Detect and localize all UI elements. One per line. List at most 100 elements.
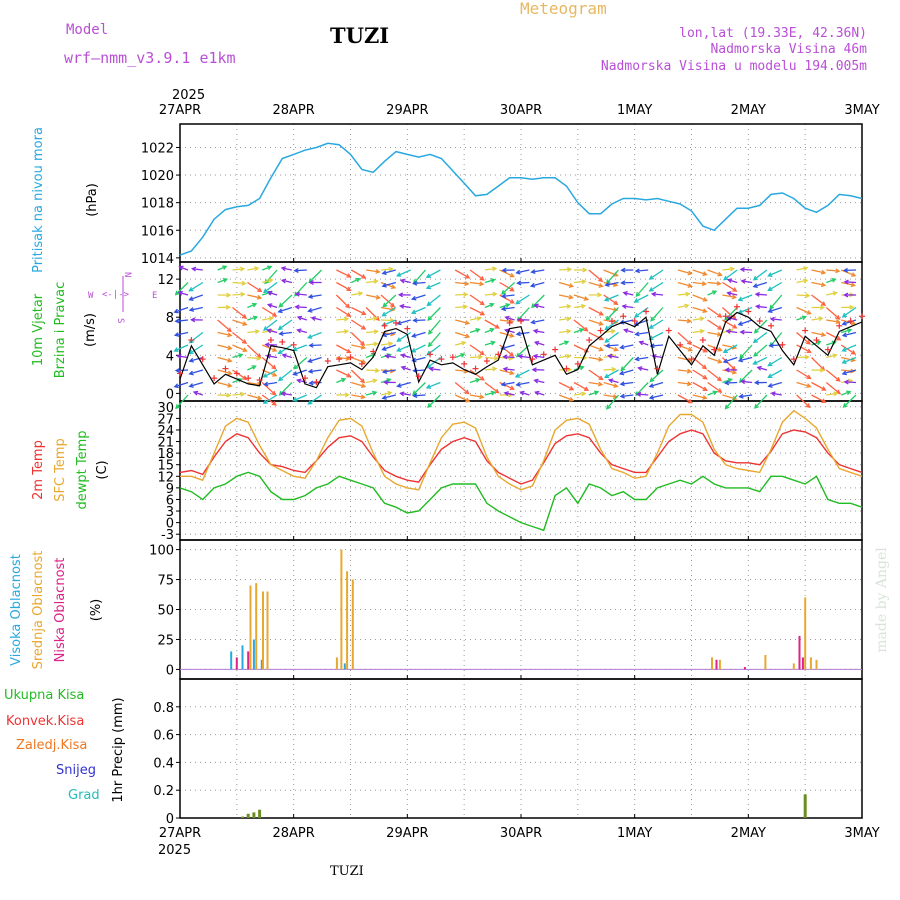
wind-arrow-head	[190, 317, 196, 323]
wind-arrow-head	[842, 267, 849, 273]
wind-arrow-head	[505, 303, 511, 308]
wind-arrow-head	[345, 303, 351, 309]
wind-arrow	[692, 369, 707, 380]
compass-rose: W E <-|-> N S	[88, 272, 157, 323]
wind-arrow-head	[737, 357, 744, 363]
wind-arrow-head	[239, 266, 246, 272]
wind-arrow-head	[593, 390, 600, 396]
wind-arrow	[308, 356, 322, 363]
wind-arrow-head	[532, 353, 538, 359]
wind-arrow	[692, 394, 707, 399]
wind-arrow	[722, 281, 737, 292]
wind-arrow	[605, 307, 619, 321]
wind-arrow	[380, 294, 395, 308]
wind-arrow	[455, 369, 469, 373]
wind-arrow	[247, 267, 259, 271]
wind-arrow	[397, 344, 411, 352]
wind-arrow	[247, 356, 261, 360]
cloud-axis-title-3: Niska Oblacnost	[53, 558, 68, 663]
wind-arrow-head	[598, 277, 604, 283]
cloud-unit-wrap: (%)	[89, 599, 104, 622]
wind-arrow-head	[479, 300, 485, 306]
wind-arrow	[707, 281, 721, 285]
wind-arrow	[588, 269, 603, 282]
wind-arrow-head	[465, 274, 471, 279]
wind-arrow-head	[841, 359, 847, 364]
wind-arrow-head	[399, 278, 405, 284]
wind-arrow	[397, 319, 411, 325]
bottom-date-label: 3MAY	[844, 826, 879, 841]
wind-arrow	[559, 268, 571, 271]
wind-arrow-head	[503, 391, 509, 396]
cloud-low-bar	[715, 659, 718, 670]
wind-arrow	[380, 391, 392, 396]
wind-arrow-head	[819, 367, 826, 373]
wind-arrow	[588, 381, 603, 386]
wind-arrow-head	[732, 324, 738, 329]
wind-arrow	[365, 294, 380, 299]
wind-arrow-head	[265, 353, 271, 359]
wind-arrow-head	[494, 324, 500, 329]
wind-arrow-head	[850, 320, 857, 326]
wind-arrow	[677, 319, 691, 322]
wind-arrow-head	[382, 302, 388, 308]
wind-arrow	[380, 342, 393, 346]
wind-arrow	[454, 353, 465, 359]
cloud-low-bar	[743, 667, 746, 670]
wind-arrow-head	[580, 303, 587, 309]
wind-arrow	[753, 281, 768, 288]
wind-arrow-head	[227, 345, 233, 351]
wind-arrow	[634, 294, 649, 303]
wind-arrow	[217, 369, 232, 375]
wind-arrow-head	[425, 284, 432, 290]
wind-arrow-head	[533, 303, 539, 309]
wind-arrow-head	[509, 299, 515, 304]
wind-arrow-head	[375, 268, 381, 274]
wind-arrow	[308, 306, 322, 312]
wind-arrow	[189, 344, 204, 355]
wind-arrow-head	[296, 378, 302, 384]
wind-arrow	[336, 306, 351, 317]
wind-arrow-head	[699, 316, 705, 322]
wind-arrow-head	[310, 316, 316, 321]
wind-arrow	[605, 319, 619, 331]
wind-arrow	[649, 281, 664, 292]
dewpoint-line	[179, 471, 863, 532]
wind-arrow	[247, 381, 261, 386]
wind-arrow	[515, 294, 530, 305]
wind-arrow-head	[400, 353, 406, 359]
wind-arrow	[426, 356, 441, 369]
wind-arrow-head	[493, 355, 499, 361]
bottom-date-label: 28APR	[273, 826, 315, 841]
wind-arrow	[412, 382, 426, 395]
wind-arrow	[826, 331, 841, 341]
wind-arrow-head	[412, 317, 418, 323]
wind-arrow	[217, 381, 232, 387]
wind-arrow-head	[264, 342, 270, 348]
wind-arrow	[723, 356, 738, 363]
wind-unit-wrap: (m/s)	[83, 313, 98, 347]
wind-arrow	[811, 381, 826, 391]
wind-arrow-head	[504, 315, 510, 321]
wind-arrow	[811, 340, 821, 346]
wind-arrow-head	[252, 315, 259, 321]
wind-arrow	[841, 319, 855, 325]
wind-arrow	[499, 281, 514, 292]
wind-arrow	[559, 317, 571, 321]
wind-arrow	[176, 369, 189, 372]
wind-arrow-head	[581, 391, 587, 397]
wind-arrow	[382, 306, 397, 317]
wind-arrow-head	[341, 377, 347, 383]
wind-arrow-head	[702, 374, 708, 380]
wind-arrow	[796, 306, 811, 315]
wind-arrow	[365, 391, 377, 396]
wind-arrow	[189, 306, 203, 311]
wind-arrow-head	[583, 386, 590, 391]
wind-arrow	[455, 281, 469, 285]
wind-arrow-head	[254, 266, 260, 272]
wind-arrow	[635, 356, 649, 361]
wind-arrow	[707, 269, 722, 276]
wind-arrow-head	[390, 284, 397, 290]
y-tick-label: 100	[149, 544, 174, 559]
wind-arrow	[499, 344, 514, 357]
